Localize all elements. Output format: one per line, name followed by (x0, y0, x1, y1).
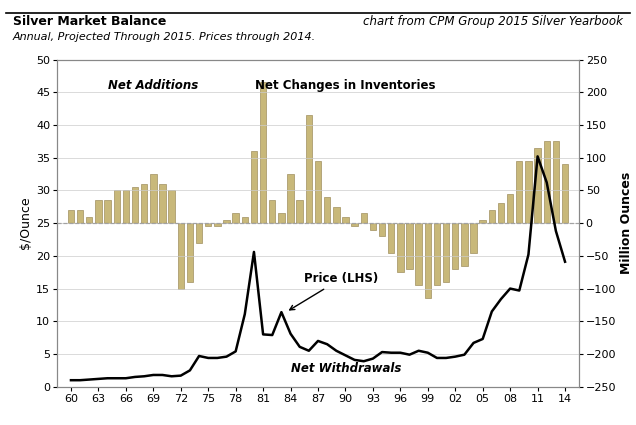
Bar (159, 184, 165, 223)
Bar (77, 210, 83, 223)
Bar (553, 141, 559, 223)
Bar (498, 204, 504, 223)
Bar (425, 223, 431, 298)
Bar (361, 213, 367, 223)
Bar (251, 151, 257, 223)
Bar (544, 141, 550, 223)
Bar (443, 223, 449, 282)
Text: chart from CPM Group 2015 Silver Yearbook: chart from CPM Group 2015 Silver Yearboo… (363, 15, 623, 28)
Bar (169, 190, 175, 223)
Bar (95, 200, 102, 223)
Bar (306, 115, 312, 223)
Bar (315, 161, 321, 223)
Bar (86, 217, 92, 223)
Bar (123, 190, 129, 223)
Bar (205, 223, 211, 227)
Bar (269, 200, 275, 223)
Bar (379, 223, 385, 236)
Bar (278, 213, 284, 223)
Bar (461, 223, 467, 266)
Bar (223, 220, 230, 223)
Bar (68, 210, 74, 223)
Bar (187, 223, 193, 282)
Bar (352, 223, 358, 227)
Bar (471, 223, 477, 252)
Y-axis label: $/Ounce: $/Ounce (19, 197, 32, 249)
Text: Net Changes in Inventories: Net Changes in Inventories (255, 79, 436, 92)
Bar (196, 223, 202, 243)
Bar (480, 220, 486, 223)
Text: Silver Market Balance: Silver Market Balance (13, 15, 166, 28)
Bar (370, 223, 376, 230)
Bar (104, 200, 111, 223)
Bar (525, 161, 532, 223)
Text: Price (LHS): Price (LHS) (289, 272, 378, 310)
Bar (296, 200, 303, 223)
Bar (415, 223, 422, 285)
Bar (287, 174, 294, 223)
Bar (342, 217, 349, 223)
Text: Annual, Projected Through 2015. Prices through 2014.: Annual, Projected Through 2015. Prices t… (13, 32, 316, 42)
Bar (260, 82, 266, 223)
Bar (232, 213, 239, 223)
Bar (562, 164, 568, 223)
Bar (434, 223, 440, 285)
Bar (388, 223, 394, 252)
Bar (214, 223, 221, 227)
Bar (452, 223, 459, 269)
Y-axis label: Million Ounces: Million Ounces (620, 172, 633, 274)
Bar (406, 223, 413, 269)
Bar (507, 194, 513, 223)
Bar (516, 161, 523, 223)
Bar (150, 174, 156, 223)
Bar (132, 187, 138, 223)
Bar (177, 223, 184, 289)
Bar (324, 197, 330, 223)
Bar (534, 148, 541, 223)
Bar (113, 190, 120, 223)
Bar (242, 217, 248, 223)
Text: Net Additions: Net Additions (108, 79, 198, 92)
Bar (397, 223, 404, 272)
Bar (141, 184, 148, 223)
Bar (333, 207, 340, 223)
Text: Net Withdrawals: Net Withdrawals (291, 363, 401, 375)
Bar (488, 210, 495, 223)
